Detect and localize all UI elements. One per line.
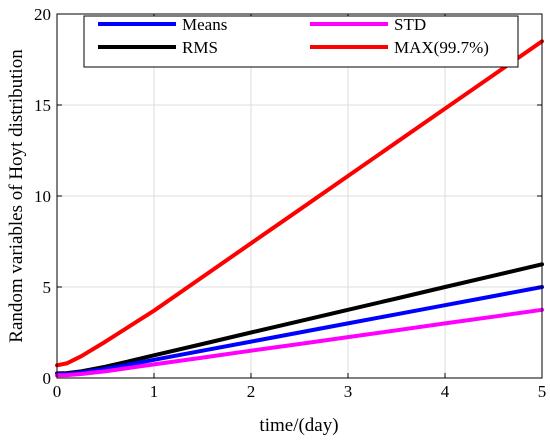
x-tick-label: 3: [344, 382, 353, 401]
x-axis-label: time/(day): [259, 415, 338, 436]
x-tick-label: 0: [53, 382, 62, 401]
y-tick-label: 0: [43, 369, 52, 388]
x-tick-labels: 0 1 2 3 4 5: [53, 382, 547, 401]
y-tick-label: 15: [34, 96, 51, 115]
y-tick-label: 10: [34, 187, 51, 206]
legend-label-max-99-7: MAX(99.7%): [394, 38, 489, 57]
x-tick-label: 1: [150, 382, 159, 401]
y-tick-label: 5: [43, 278, 52, 297]
legend-label-rms: RMS: [182, 38, 218, 57]
legend: Means RMS STD MAX(99.7%): [84, 15, 518, 67]
y-axis-label: Random variables of Hoyt distribution: [6, 49, 27, 343]
x-tick-label: 2: [247, 382, 256, 401]
y-tick-labels: 0 5 10 15 20: [34, 5, 51, 388]
x-tick-label: 5: [538, 382, 547, 401]
y-tick-label: 20: [34, 5, 51, 24]
legend-label-std: STD: [394, 15, 426, 34]
x-tick-label: 4: [441, 382, 450, 401]
legend-label-means: Means: [182, 15, 227, 34]
